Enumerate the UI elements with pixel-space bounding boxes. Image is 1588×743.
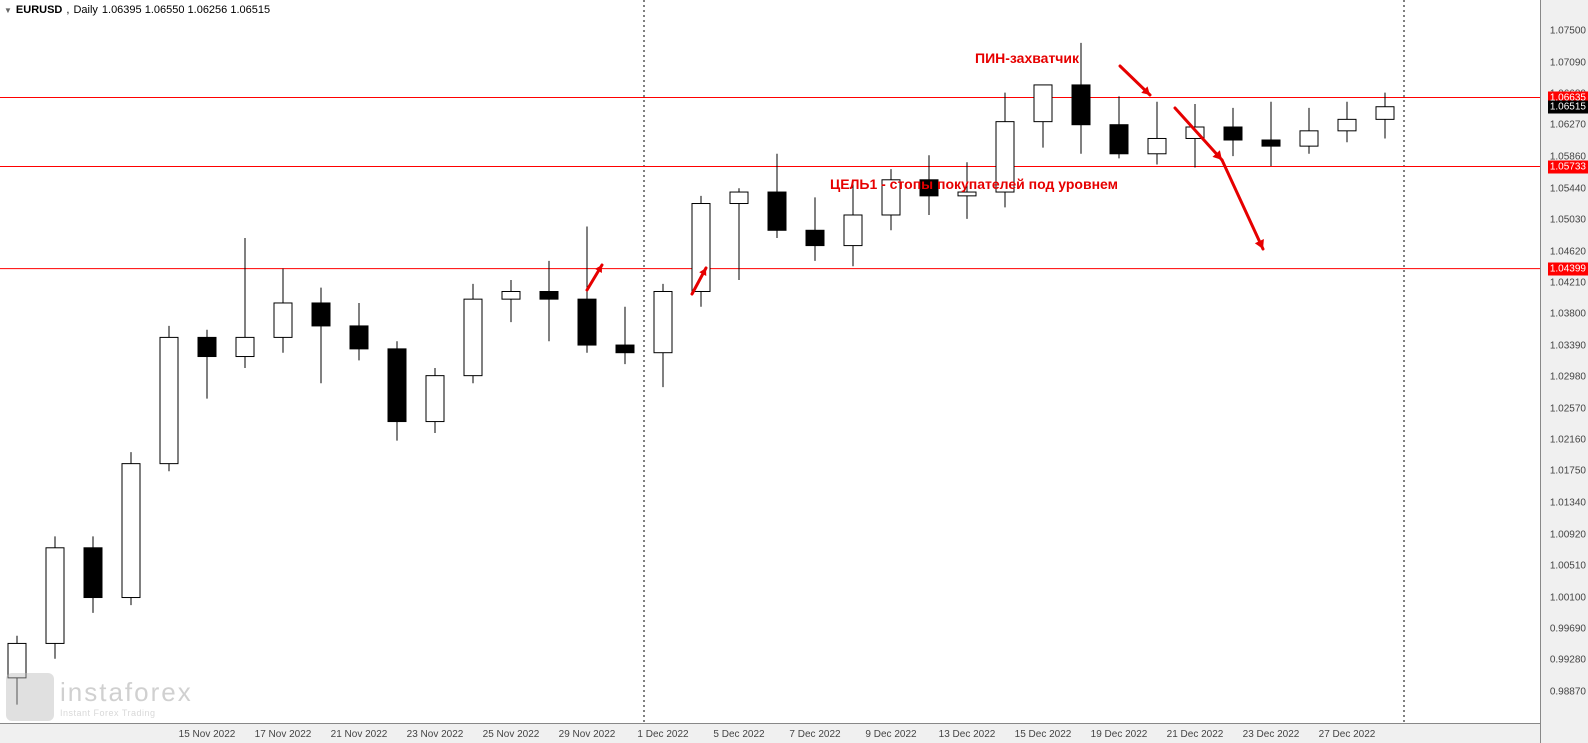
watermark-logo-icon xyxy=(6,673,54,721)
y-tick: 1.04210 xyxy=(1550,278,1586,289)
y-tick: 1.02980 xyxy=(1550,372,1586,383)
y-tick: 1.04620 xyxy=(1550,246,1586,257)
x-tick: 17 Nov 2022 xyxy=(255,729,312,740)
x-tick: 23 Nov 2022 xyxy=(407,729,464,740)
chart-title-bar: ▼ EURUSD, Daily 1.06395 1.06550 1.06256 1… xyxy=(4,4,270,16)
y-tick: 1.06270 xyxy=(1550,120,1586,131)
annotation-text: ЦЕЛЬ1 - стопы покупателей под уровнем xyxy=(830,176,1118,192)
x-tick: 21 Nov 2022 xyxy=(331,729,388,740)
timeframe-value: Daily xyxy=(73,4,97,16)
y-tick: 1.03390 xyxy=(1550,340,1586,351)
y-tick: 1.01750 xyxy=(1550,466,1586,477)
ohlc-values: 1.06395 1.06550 1.06256 1.06515 xyxy=(102,4,270,16)
y-tick: 0.99280 xyxy=(1550,655,1586,666)
watermark-sub: Instant Forex Trading xyxy=(60,708,193,718)
x-axis: 15 Nov 2022 17 Nov 2022 21 Nov 2022 23 Nov … xyxy=(0,723,1540,743)
timeframe-label: , xyxy=(66,4,69,16)
dropdown-icon: ▼ xyxy=(4,6,12,15)
y-tick: 1.00510 xyxy=(1550,561,1586,572)
watermark-brand: instaforex xyxy=(60,677,193,708)
y-tick: 0.99690 xyxy=(1550,623,1586,634)
annotation-text: ПИН-захватчик xyxy=(975,50,1079,66)
y-tick: 0.98870 xyxy=(1550,686,1586,697)
x-tick: 15 Nov 2022 xyxy=(179,729,236,740)
y-tick: 1.05440 xyxy=(1550,183,1586,194)
x-tick: 7 Dec 2022 xyxy=(789,729,840,740)
symbol-label: EURUSD xyxy=(16,4,62,16)
chart-root: ▼ EURUSD, Daily 1.06395 1.06550 1.06256 1… xyxy=(0,0,1588,743)
y-tick: 1.02160 xyxy=(1550,434,1586,445)
x-tick: 19 Dec 2022 xyxy=(1091,729,1148,740)
y-tick: 1.03800 xyxy=(1550,309,1586,320)
price-level-label: 1.05733 xyxy=(1548,160,1588,173)
x-tick: 5 Dec 2022 xyxy=(713,729,764,740)
x-tick: 13 Dec 2022 xyxy=(939,729,996,740)
price-level-label: 1.04399 xyxy=(1548,262,1588,275)
x-tick: 9 Dec 2022 xyxy=(865,729,916,740)
y-tick: 1.07090 xyxy=(1550,57,1586,68)
chart-plot xyxy=(0,0,1588,743)
x-tick: 15 Dec 2022 xyxy=(1015,729,1072,740)
y-axis: 1.075001.070901.066801.062701.058601.054… xyxy=(1540,0,1588,743)
y-tick: 1.00920 xyxy=(1550,529,1586,540)
x-tick: 23 Dec 2022 xyxy=(1243,729,1300,740)
y-tick: 1.01340 xyxy=(1550,497,1586,508)
x-tick: 29 Nov 2022 xyxy=(559,729,616,740)
x-tick: 1 Dec 2022 xyxy=(637,729,688,740)
x-tick: 27 Dec 2022 xyxy=(1319,729,1376,740)
x-tick: 21 Dec 2022 xyxy=(1167,729,1224,740)
watermark: instaforex Instant Forex Trading xyxy=(6,673,193,721)
y-tick: 1.07500 xyxy=(1550,26,1586,37)
y-tick: 1.00100 xyxy=(1550,592,1586,603)
y-tick: 1.02570 xyxy=(1550,403,1586,414)
x-tick: 25 Nov 2022 xyxy=(483,729,540,740)
y-tick: 1.05030 xyxy=(1550,215,1586,226)
current-price-label: 1.06515 xyxy=(1548,100,1588,113)
